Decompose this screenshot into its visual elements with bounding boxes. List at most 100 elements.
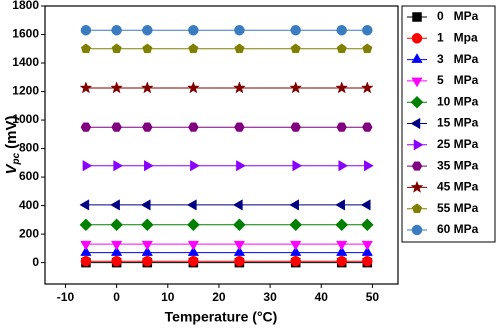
marker [336, 240, 348, 251]
y-tick-label: 1000 [12, 112, 39, 126]
marker [362, 255, 373, 267]
marker [289, 81, 303, 94]
marker [188, 24, 199, 36]
marker [290, 24, 301, 36]
marker [110, 246, 123, 256]
legend-marker [410, 117, 421, 130]
marker [360, 199, 371, 211]
marker [362, 43, 373, 54]
marker [335, 199, 345, 211]
legend-label: 45 MPa [437, 180, 479, 194]
marker [80, 24, 92, 36]
marker [142, 43, 153, 54]
marker [234, 43, 245, 54]
legend-marker [413, 139, 424, 151]
marker [79, 81, 93, 94]
legend-marker [411, 33, 423, 44]
x-tick-label: 40 [315, 290, 329, 304]
x-tick-label: 50 [366, 290, 380, 304]
marker [364, 160, 374, 172]
marker [188, 255, 199, 267]
marker [141, 246, 153, 256]
legend-marker [411, 77, 423, 88]
marker [80, 240, 92, 251]
legend-label: 1 Mpa [437, 30, 478, 44]
marker [233, 218, 246, 232]
plot-frame [44, 5, 399, 285]
legend-marker [411, 224, 423, 236]
marker [110, 240, 123, 251]
marker [336, 255, 347, 267]
marker [186, 81, 200, 94]
marker [336, 122, 347, 132]
marker [336, 24, 347, 36]
marker [187, 246, 200, 256]
marker [234, 255, 245, 267]
marker [234, 24, 245, 36]
marker [233, 240, 246, 251]
marker [188, 122, 199, 132]
marker [190, 160, 200, 172]
marker [362, 24, 373, 36]
marker [142, 255, 153, 267]
x-tick-label: 30 [263, 290, 277, 304]
marker [361, 240, 373, 251]
marker [142, 24, 153, 36]
x-axis-title: Temperature (°C) [165, 309, 278, 325]
marker [79, 199, 90, 211]
legend-label: 5 MPa [437, 73, 479, 87]
y-axis-symbol: V [3, 163, 20, 175]
y-axis-title: Vpc (mV) [3, 115, 22, 174]
marker [82, 160, 93, 172]
marker [79, 218, 93, 232]
marker [80, 122, 92, 132]
marker [290, 255, 301, 267]
legend-marker [410, 95, 424, 109]
y-tick-label: 800 [19, 141, 39, 155]
marker [144, 160, 154, 172]
marker [187, 240, 200, 251]
legend-label: 15 MPa [437, 116, 479, 130]
marker [233, 246, 246, 256]
legend-label: 3 MPa [437, 52, 479, 66]
marker [111, 122, 122, 132]
marker [360, 218, 374, 232]
legend-label: 0 MPa [437, 9, 479, 23]
x-tick-label: 20 [212, 290, 226, 304]
marker [290, 122, 301, 132]
marker [110, 218, 123, 232]
marker [110, 81, 124, 94]
marker [335, 218, 349, 232]
marker [236, 160, 246, 172]
marker [292, 160, 303, 172]
x-tick-label: 10 [161, 290, 175, 304]
marker [111, 255, 122, 267]
marker [289, 218, 303, 232]
marker [335, 81, 349, 94]
marker [290, 43, 301, 54]
marker [140, 218, 154, 232]
y-tick-label: 200 [19, 226, 39, 240]
marker [80, 255, 92, 267]
marker [290, 246, 302, 256]
legend-label: 35 MPa [437, 158, 479, 172]
legend-label: 10 MPa [437, 94, 479, 108]
marker [361, 246, 373, 256]
marker [113, 160, 124, 172]
legend-marker [411, 161, 423, 171]
marker [141, 240, 153, 251]
x-tick-label: 0 [113, 290, 120, 304]
legend-label: 25 MPa [437, 137, 479, 151]
marker [360, 81, 374, 94]
marker [232, 81, 246, 94]
marker [234, 122, 245, 132]
marker [188, 43, 199, 54]
marker [336, 43, 347, 54]
y-tick-label: 1600 [12, 27, 39, 41]
x-tick-label: -10 [57, 290, 75, 304]
marker [80, 246, 92, 256]
marker [186, 199, 197, 211]
marker [111, 43, 122, 54]
marker [111, 24, 122, 36]
